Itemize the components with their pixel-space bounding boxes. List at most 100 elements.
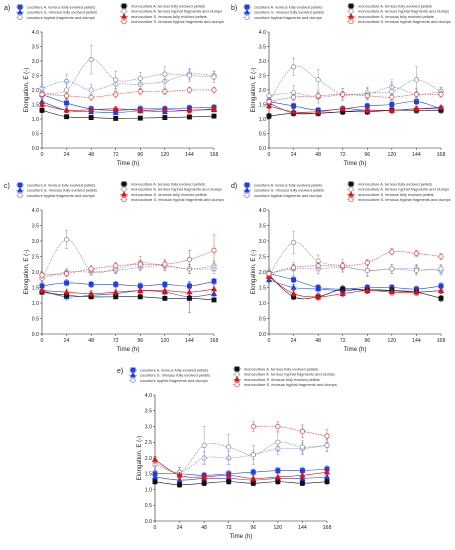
data-point <box>211 87 217 93</box>
legend-label: monoculture A. terreus fully evolved pel… <box>358 3 432 8</box>
panel-label: d) <box>231 183 237 190</box>
y-tick-label: 3.5 <box>145 409 152 415</box>
legend-marker <box>348 8 354 14</box>
legend-marker <box>244 182 250 188</box>
data-point <box>290 284 297 290</box>
data-point <box>38 287 46 293</box>
data-point <box>211 297 217 303</box>
data-point <box>413 250 419 256</box>
y-tick-label: 2.0 <box>259 270 266 276</box>
legend-item: monoculture A. terreus fully evolved pel… <box>347 3 432 9</box>
y-tick-label: 2.5 <box>32 73 39 79</box>
panel-label: a) <box>4 5 10 12</box>
x-tick-label: 24 <box>64 152 70 158</box>
legend-label: coculture S. rimosus fully evolved pelle… <box>140 373 210 378</box>
y-tick-label: 3.0 <box>32 59 39 65</box>
x-tick-label: 120 <box>388 152 397 158</box>
data-point <box>299 480 305 486</box>
legend-item: monoculture S. rimosus hyphal fragments … <box>347 19 451 25</box>
data-point <box>152 479 158 485</box>
series-mono_at_fe <box>152 478 330 488</box>
legend-label: monoculture S. rimosus hyphal fragments … <box>131 19 224 24</box>
series-mono_sr_hf <box>266 91 444 105</box>
data-point <box>210 290 218 296</box>
data-point <box>201 473 208 480</box>
legend-label: monoculture S. rimosus hyphal fragments … <box>358 19 451 24</box>
series-line <box>41 73 215 91</box>
data-point <box>186 87 192 93</box>
legend-item: monoculture A. terreus fully evolved pel… <box>120 181 205 187</box>
y-tick-label: 2.5 <box>32 254 39 260</box>
y-tick-label: 0.5 <box>259 316 266 322</box>
series-mono_at_fe <box>39 107 217 121</box>
x-tick-label: 48 <box>315 338 321 344</box>
data-point <box>39 91 45 97</box>
data-point <box>112 105 119 112</box>
data-point <box>266 99 272 105</box>
y-tick-label: 3.5 <box>259 223 266 229</box>
data-point <box>324 433 330 439</box>
y-axis-title: Elongation, E (-) <box>23 68 30 113</box>
x-axis-title: Time (h) <box>344 160 367 167</box>
legend-label: coculture A. terreus fully evolved pelle… <box>254 4 322 9</box>
series-line <box>154 476 328 481</box>
data-point <box>88 56 94 63</box>
data-point <box>39 107 45 113</box>
x-tick-label: 72 <box>226 525 232 531</box>
y-tick-label: 3.0 <box>259 239 266 245</box>
data-point <box>315 77 321 83</box>
legend-label: coculture hyphal fragments and clumps <box>27 193 95 198</box>
legend: coculture A. terreus fully evolved pelle… <box>16 3 224 25</box>
legend-label: monoculture S. rimosus fully evolved pel… <box>131 192 207 197</box>
y-tick-label: 4.0 <box>32 30 39 36</box>
legend-label: coculture S. rimosus fully evolved pelle… <box>254 10 324 15</box>
data-point <box>413 267 419 274</box>
data-point <box>162 88 168 95</box>
legend-marker <box>16 8 24 15</box>
y-tick-label: 3.0 <box>259 59 266 65</box>
y-tick-label: 3.5 <box>259 44 266 50</box>
legend: coculture A. terreus fully evolved pelle… <box>243 3 451 25</box>
data-point <box>201 442 207 448</box>
series-mono_sr_fe <box>265 273 445 301</box>
data-point <box>162 295 168 301</box>
data-point <box>186 257 192 263</box>
data-point <box>315 263 321 269</box>
x-tick-label: 48 <box>315 152 321 158</box>
x-tick-label: 120 <box>161 152 170 158</box>
legend-marker <box>348 186 354 192</box>
legend-label: monoculture A. terreus hyphal fragments … <box>131 187 222 192</box>
data-point <box>275 439 281 445</box>
data-point <box>64 270 70 277</box>
data-point <box>290 108 297 114</box>
legend-item: coculture S. rimosus fully evolved pelle… <box>243 186 324 193</box>
legend-item: monoculture S. rimosus fully evolved pel… <box>347 191 434 197</box>
y-tick-label: 2.5 <box>259 73 266 79</box>
panel-label: b) <box>231 5 237 12</box>
y-tick-label: 1.5 <box>259 285 266 291</box>
x-tick-label: 120 <box>274 525 283 531</box>
series-line <box>154 459 328 479</box>
data-point <box>137 287 144 293</box>
data-point <box>177 482 183 488</box>
legend-item: monoculture A. terreus fully evolved pel… <box>347 181 432 187</box>
series-mono_sr_hf <box>39 86 217 101</box>
x-tick-label: 48 <box>201 525 207 531</box>
legend-item: coculture hyphal fragments and clumps <box>243 193 322 198</box>
data-point <box>113 263 119 269</box>
legend-marker <box>121 186 127 192</box>
legend: coculture A. terreus fully evolved pelle… <box>129 366 337 388</box>
x-tick-label: 0 <box>41 152 44 158</box>
data-point <box>389 88 395 95</box>
series-mono_at_hf <box>266 57 444 107</box>
data-point <box>339 290 346 296</box>
series-mono_sr_fe <box>151 456 331 482</box>
data-point <box>162 115 168 120</box>
series-mono_at_hf <box>39 44 217 99</box>
data-point <box>88 281 94 287</box>
data-point <box>266 270 272 277</box>
data-point <box>438 253 444 260</box>
legend-label: coculture A. terreus fully evolved pelle… <box>27 182 95 187</box>
data-point <box>186 288 193 295</box>
